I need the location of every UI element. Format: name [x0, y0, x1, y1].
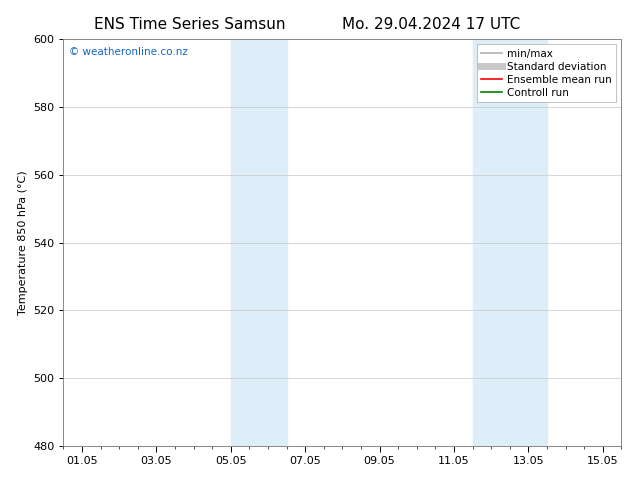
Bar: [472, 39, 547, 446]
Y-axis label: Temperature 850 hPa (°C): Temperature 850 hPa (°C): [18, 170, 27, 315]
Legend: min/max, Standard deviation, Ensemble mean run, Controll run: min/max, Standard deviation, Ensemble me…: [477, 45, 616, 102]
Text: © weatheronline.co.nz: © weatheronline.co.nz: [69, 48, 188, 57]
Text: ENS Time Series Samsun: ENS Time Series Samsun: [94, 17, 286, 32]
Bar: [231, 39, 287, 446]
Text: Mo. 29.04.2024 17 UTC: Mo. 29.04.2024 17 UTC: [342, 17, 521, 32]
